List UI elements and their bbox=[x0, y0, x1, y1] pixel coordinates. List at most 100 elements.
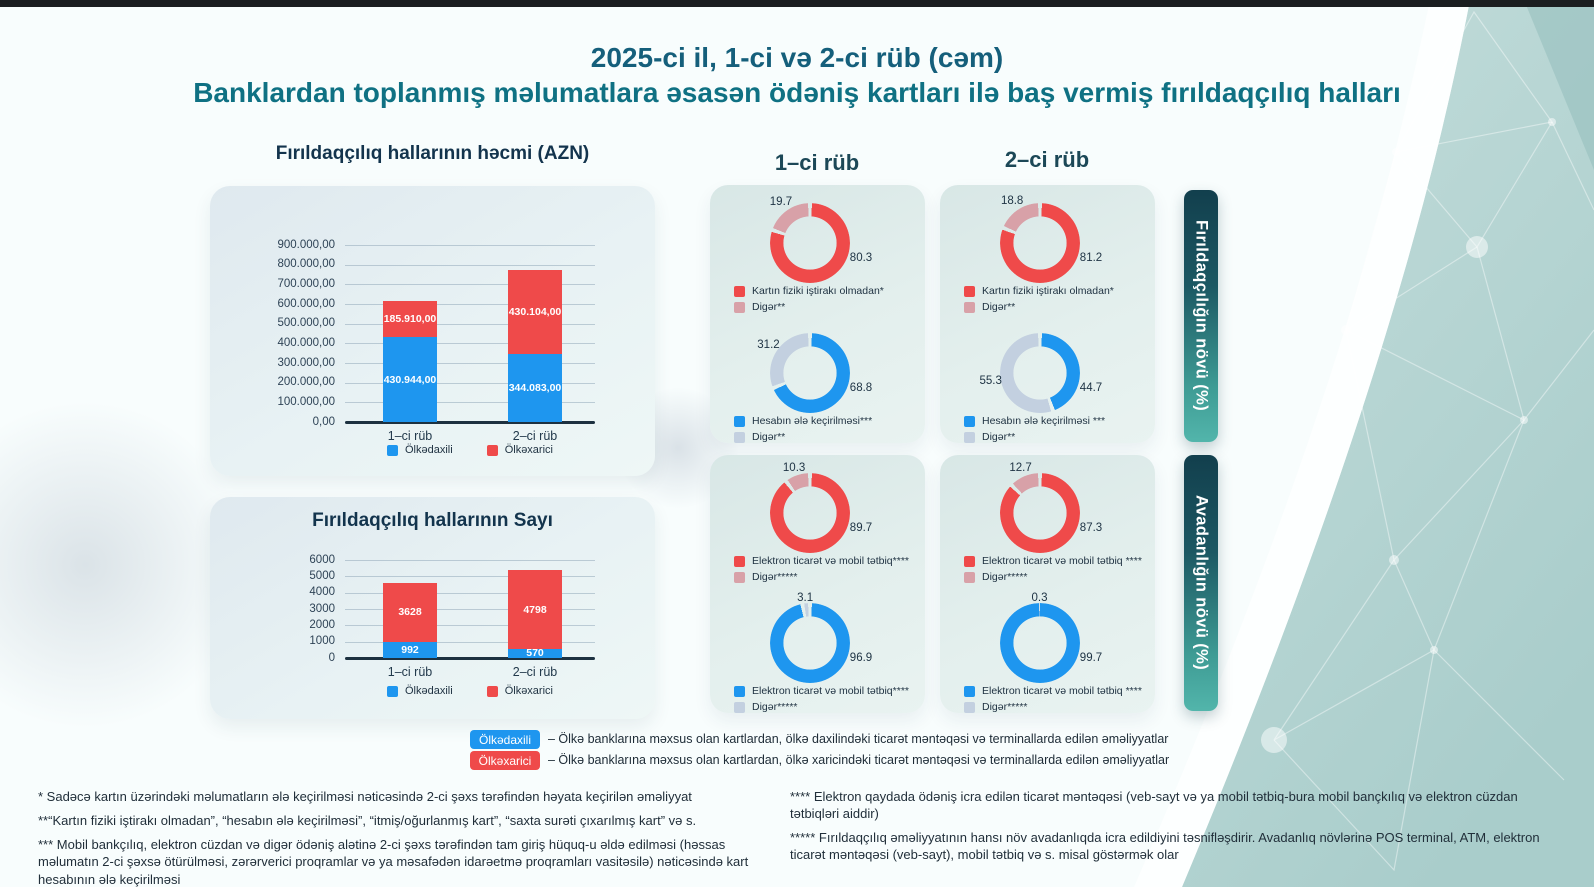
donut-chart: 89.7 10.3 bbox=[710, 461, 925, 553]
legend-swatch bbox=[734, 431, 745, 443]
y-tick-label: 400.000,00 bbox=[277, 336, 335, 349]
legend-swatch bbox=[734, 701, 745, 713]
donut-legend-item: Digər***** bbox=[964, 701, 1152, 713]
donut-legend: Elektron ticarət və mobil tətbiq**** Digə… bbox=[734, 685, 922, 713]
donut-chart: 44.7 55.3 bbox=[940, 321, 1155, 413]
y-tick-label: 4000 bbox=[309, 586, 335, 599]
y-tick-label: 800.000,00 bbox=[277, 258, 335, 271]
donut-chart: 99.7 0.3 bbox=[940, 591, 1155, 683]
ribbon-device-type-label: Avadanlığın növü (%) bbox=[1192, 495, 1211, 671]
donut-legend: Kartın fiziki iştirakı olmadan* Digər** bbox=[964, 285, 1152, 313]
donut-legend-item: Hesabın ələ keçirilməsi*** bbox=[734, 415, 922, 427]
donut-value-label: 31.2 bbox=[757, 339, 780, 352]
donut-legend-item: Elektron ticarət və mobil tətbiq**** bbox=[734, 555, 922, 567]
donut-legend-item: Elektron ticarət və mobil tətbiq **** bbox=[964, 685, 1152, 697]
donut-ring bbox=[1000, 203, 1080, 283]
y-tick-label: 600.000,00 bbox=[277, 297, 335, 310]
donut-ring bbox=[1000, 603, 1080, 683]
donut-value-label: 81.2 bbox=[1079, 252, 1103, 264]
y-tick-label: 5000 bbox=[309, 569, 335, 582]
donut-value-label: 68.8 bbox=[849, 382, 873, 394]
y-tick-label: 100.000,00 bbox=[277, 395, 335, 408]
bar-value-label: 4798 bbox=[523, 603, 547, 616]
legend-swatch bbox=[964, 301, 975, 313]
donut-legend: Hesabın ələ keçirilməsi*** Digər** bbox=[734, 415, 922, 443]
legend-label: Digər***** bbox=[982, 701, 1028, 713]
legend-text-foreign: – Ölkə banklarına məxsus olan kartlardan… bbox=[548, 753, 1170, 767]
legend-swatch bbox=[387, 685, 398, 697]
chart-legend-item: Ölkədaxili bbox=[387, 685, 453, 697]
y-tick-label: 2000 bbox=[309, 618, 335, 631]
y-tick-label: 300.000,00 bbox=[277, 356, 335, 369]
volume-chart-title: Fırıldaqçılıq hallarının həcmi (AZN) bbox=[275, 143, 590, 164]
gridline bbox=[345, 402, 595, 404]
donut-legend-item: Kartın fiziki iştirakı olmadan* bbox=[734, 285, 922, 297]
legend-label: Digər***** bbox=[752, 571, 798, 583]
ribbon-fraud-type-label: Fırıldaqçılığın növü (%) bbox=[1192, 220, 1211, 412]
x-category-label: 1–ci rüb bbox=[387, 429, 433, 443]
donut-value-label: 19.7 bbox=[769, 196, 793, 209]
donut-ring bbox=[770, 603, 850, 683]
gridline bbox=[345, 576, 595, 578]
gridline bbox=[345, 592, 595, 594]
donut-ring bbox=[1000, 333, 1080, 413]
legend-swatch bbox=[387, 444, 398, 456]
donut-value-label: 96.9 bbox=[849, 652, 873, 664]
donut-value-label: 10.3 bbox=[782, 462, 806, 474]
volume-chart-panel: 900.000,00 800.000,00 700.000,00 600.000,00… bbox=[210, 186, 655, 476]
page-title-line2: Banklardan toplanmış məlumatlara əsasən … bbox=[193, 77, 1401, 108]
legend-label: Ölkəxarici bbox=[504, 685, 553, 697]
legend-label: Ölkədaxili bbox=[405, 685, 453, 697]
bar-segment bbox=[383, 300, 437, 338]
donut-legend-item: Digər** bbox=[734, 431, 922, 443]
legend-swatch bbox=[964, 701, 975, 713]
x-axis-baseline bbox=[345, 421, 595, 424]
chart-legend-item: Ölkəxarici bbox=[486, 444, 553, 456]
count-chart-title: Fırıldaqçılıq hallarının Sayı bbox=[312, 510, 553, 531]
donut-chart: 96.9 3.1 bbox=[710, 591, 925, 683]
bar-value-label: 992 bbox=[401, 643, 419, 656]
x-category-label: 2–ci rüb bbox=[512, 429, 558, 443]
bar-segment bbox=[383, 582, 437, 642]
legend-text-domestic: – Ölkə banklarına məxsus olan kartlardan… bbox=[548, 732, 1169, 746]
gridline bbox=[345, 323, 595, 325]
donut-legend-item: Digər***** bbox=[734, 701, 922, 713]
legend-label: Elektron ticarət və mobil tətbiq**** bbox=[752, 555, 909, 567]
bar-value-label: 430.944,00 bbox=[383, 373, 437, 386]
bar-value-label: 570 bbox=[526, 647, 544, 660]
legend-label: Digər***** bbox=[752, 701, 798, 713]
panel-q2-device-type: 87.3 12.7 Elektron ticarət və mobil tətbiq… bbox=[940, 455, 1155, 713]
footnotes-left: * Sadəcə kartın üzərindəki məlumatların … bbox=[38, 788, 760, 887]
x-category-label: 1–ci rüb bbox=[387, 665, 433, 679]
donut-value-label: 3.1 bbox=[797, 592, 814, 604]
donut-legend-item: Digər** bbox=[964, 301, 1152, 313]
legend-label: Digər** bbox=[752, 301, 786, 313]
donut-legend: Elektron ticarət və mobil tətbiq **** Dig… bbox=[964, 555, 1152, 583]
bar-value-label: 344.083,00 bbox=[508, 382, 562, 395]
y-tick-label: 0,00 bbox=[312, 415, 335, 428]
bar-segment bbox=[508, 354, 562, 422]
donut-legend-item: Digər** bbox=[734, 301, 922, 313]
gridline bbox=[345, 609, 595, 610]
y-tick-label: 200.000,00 bbox=[277, 376, 335, 389]
legend-swatch bbox=[964, 685, 975, 697]
donut-legend: Kartın fiziki iştirakı olmadan* Digər** bbox=[734, 285, 922, 313]
y-tick-label: 3000 bbox=[309, 602, 335, 615]
donut-value-label: 89.7 bbox=[849, 522, 873, 534]
legend-label: Ölkədaxili bbox=[405, 444, 453, 456]
chart-legend: Ölkədaxili Ölkəxarici bbox=[345, 444, 595, 456]
donut-value-label: 12.7 bbox=[1009, 462, 1032, 474]
donut-chart: 68.8 31.2 bbox=[710, 321, 925, 413]
panel-q1-device-type: 89.7 10.3 Elektron ticarət və mobil tətbiq… bbox=[710, 455, 925, 713]
legend-label: Elektron ticarət və mobil tətbiq **** bbox=[982, 555, 1142, 567]
x-category-label: 2–ci rüb bbox=[512, 665, 558, 679]
bar-value-label: 3628 bbox=[398, 606, 422, 619]
legend-label: Hesabın ələ keçirilməsi*** bbox=[752, 415, 873, 427]
gridline bbox=[345, 625, 595, 627]
gridline bbox=[345, 560, 595, 561]
legend-label: Kartın fiziki iştirakı olmadan* bbox=[752, 285, 884, 297]
bar-segment bbox=[383, 337, 437, 422]
footnote-1: * Sadəcə kartın üzərindəki məlumatların … bbox=[38, 789, 692, 804]
page-title-line1: 2025-ci il, 1-ci və 2-ci rüb (cəm) bbox=[590, 42, 1004, 73]
